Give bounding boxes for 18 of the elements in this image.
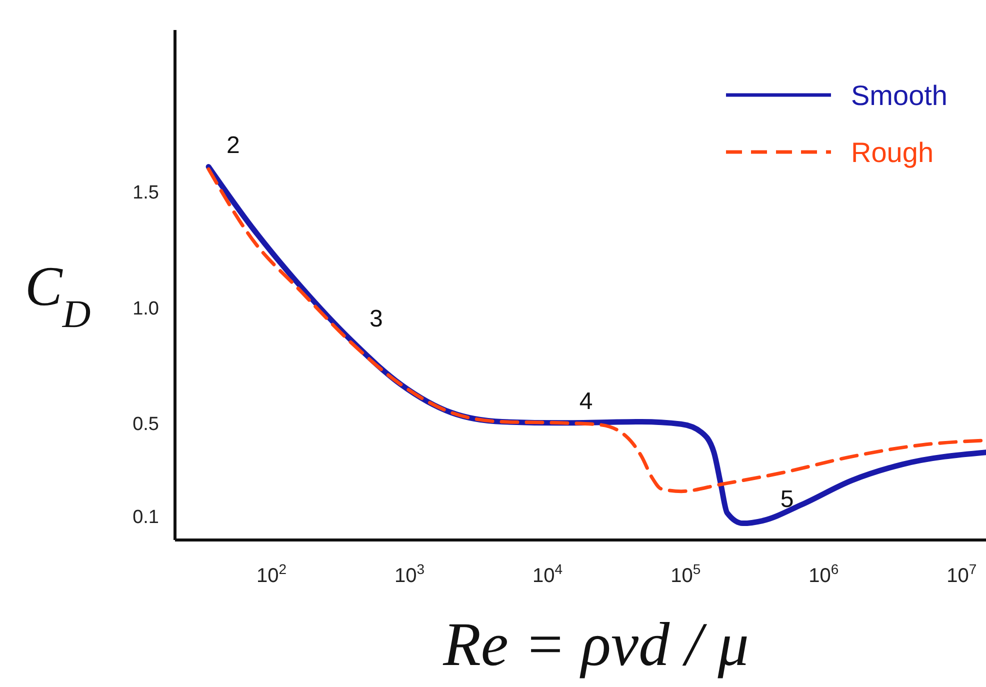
x-tick-label: 10$^{5}$ [670,561,701,587]
annotation: 4 [579,388,593,415]
x-tick-label: 10$^{4}$ [532,561,563,587]
annotation: 3 [370,306,383,333]
annotation: 2 [226,132,240,159]
legend-label: Smooth [851,80,948,111]
x-tick-label: 10$^{3}$ [394,561,425,587]
x-tick-label: 10$^{6}$ [808,561,839,587]
x-tick-label: 10$^{2}$ [256,561,287,587]
y-axis-title: C$_{D}$ [25,256,91,336]
legend-label: Rough [851,137,934,168]
x-tick-label: 10$^{7}$ [946,561,977,587]
annotation: 5 [780,486,794,513]
y-tick-label: 0.1 [132,506,159,528]
y-tick-label: 1.5 [132,182,159,204]
y-tick-label: 0.5 [132,414,159,436]
y-tick-label: 1.0 [132,298,159,320]
x-axis-title: Re = ρvd / μ [442,611,749,679]
